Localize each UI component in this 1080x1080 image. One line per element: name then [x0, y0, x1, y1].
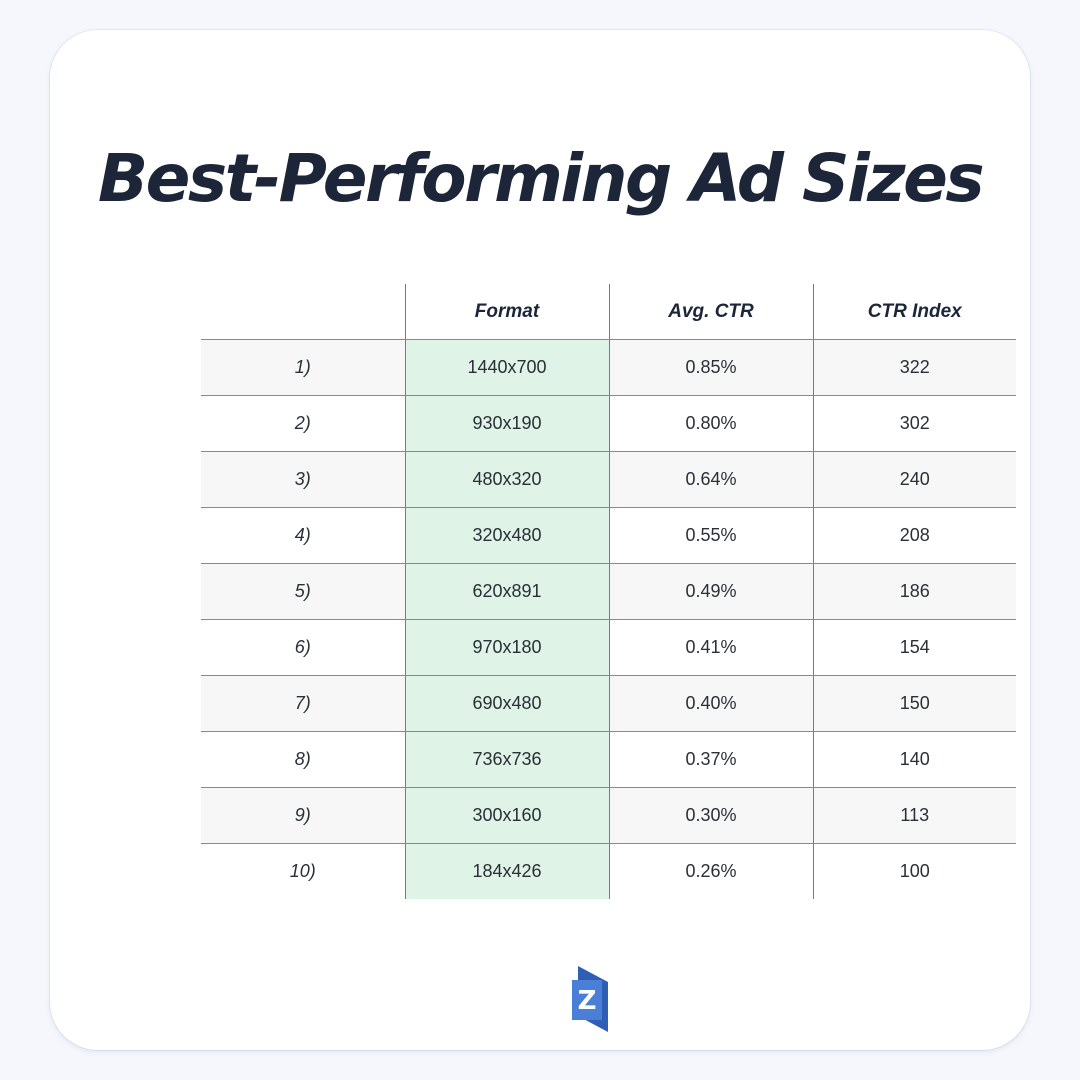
- logo-letter: Z: [578, 986, 597, 1016]
- rank-cell: 7): [201, 675, 405, 732]
- ctr-index-cell: 150: [812, 675, 1016, 732]
- ctr-index-cell: 113: [812, 787, 1016, 844]
- table-row: 5) 620x891 0.49% 186: [201, 563, 1016, 620]
- ctr-index-cell: 100: [812, 843, 1016, 899]
- format-cell: 690x480: [404, 675, 609, 732]
- rank-cell: 3): [201, 451, 405, 508]
- rank-cell: 1): [201, 339, 405, 396]
- format-cell: 970x180: [404, 619, 609, 676]
- avg-ctr-cell: 0.40%: [608, 675, 813, 732]
- avg-ctr-cell: 0.26%: [608, 843, 813, 899]
- rank-cell: 4): [201, 507, 405, 564]
- avg-ctr-cell: 0.85%: [608, 339, 813, 396]
- column-header-avg-ctr: Avg. CTR: [608, 284, 813, 340]
- table-row: 8) 736x736 0.37% 140: [201, 731, 1016, 788]
- rank-cell: 8): [201, 731, 405, 788]
- ctr-index-cell: 140: [812, 731, 1016, 788]
- avg-ctr-cell: 0.55%: [608, 507, 813, 564]
- format-cell: 1440x700: [404, 339, 609, 396]
- format-cell: 736x736: [404, 731, 609, 788]
- ad-sizes-table: Format Avg. CTR CTR Index 1) 1440x700 0.85…: [201, 284, 1016, 899]
- table-row: 2) 930x190 0.80% 302: [201, 395, 1016, 452]
- table-row: 4) 320x480 0.55% 208: [201, 507, 1016, 564]
- rank-cell: 6): [201, 619, 405, 676]
- table-row: 6) 970x180 0.41% 154: [201, 619, 1016, 676]
- format-cell: 620x891: [404, 563, 609, 620]
- ctr-index-cell: 240: [812, 451, 1016, 508]
- table-body: 1) 1440x700 0.85% 322 2) 930x190 0.80% 302 3) 480…: [201, 339, 1016, 899]
- avg-ctr-cell: 0.41%: [608, 619, 813, 676]
- format-cell: 300x160: [404, 787, 609, 844]
- format-cell: 930x190: [404, 395, 609, 452]
- ctr-index-cell: 302: [812, 395, 1016, 452]
- table-header-row: Format Avg. CTR CTR Index: [201, 284, 1016, 340]
- format-cell: 184x426: [404, 843, 609, 899]
- table-row: 3) 480x320 0.64% 240: [201, 451, 1016, 508]
- format-cell: 480x320: [404, 451, 609, 508]
- ctr-index-cell: 186: [812, 563, 1016, 620]
- ctr-index-cell: 154: [812, 619, 1016, 676]
- format-cell: 320x480: [404, 507, 609, 564]
- avg-ctr-cell: 0.30%: [608, 787, 813, 844]
- table-row: 7) 690x480 0.40% 150: [201, 675, 1016, 732]
- rank-cell: 10): [289, 861, 316, 881]
- table-row: 10) 184x426 0.26% 100: [201, 843, 1016, 899]
- avg-ctr-cell: 0.64%: [608, 451, 813, 508]
- card: Best-Performing Ad Sizes Format Avg. CTR…: [50, 30, 1030, 1050]
- rank-cell: 9): [201, 787, 405, 844]
- ctr-index-cell: 322: [812, 339, 1016, 396]
- z-logo-icon: Z: [572, 966, 608, 1032]
- table-row: 1) 1440x700 0.85% 322: [201, 339, 1016, 396]
- column-header-rank: [201, 284, 405, 340]
- rank-cell: 5): [201, 563, 405, 620]
- rank-cell: 2): [201, 395, 405, 452]
- table-row: 9) 300x160 0.30% 113: [201, 787, 1016, 844]
- avg-ctr-cell: 0.80%: [608, 395, 813, 452]
- ctr-index-cell: 208: [812, 507, 1016, 564]
- column-header-format: Format: [404, 284, 609, 340]
- avg-ctr-cell: 0.49%: [608, 563, 813, 620]
- avg-ctr-cell: 0.37%: [608, 731, 813, 788]
- page-title: Best-Performing Ad Sizes: [97, 140, 985, 217]
- column-header-ctr-index: CTR Index: [812, 284, 1016, 340]
